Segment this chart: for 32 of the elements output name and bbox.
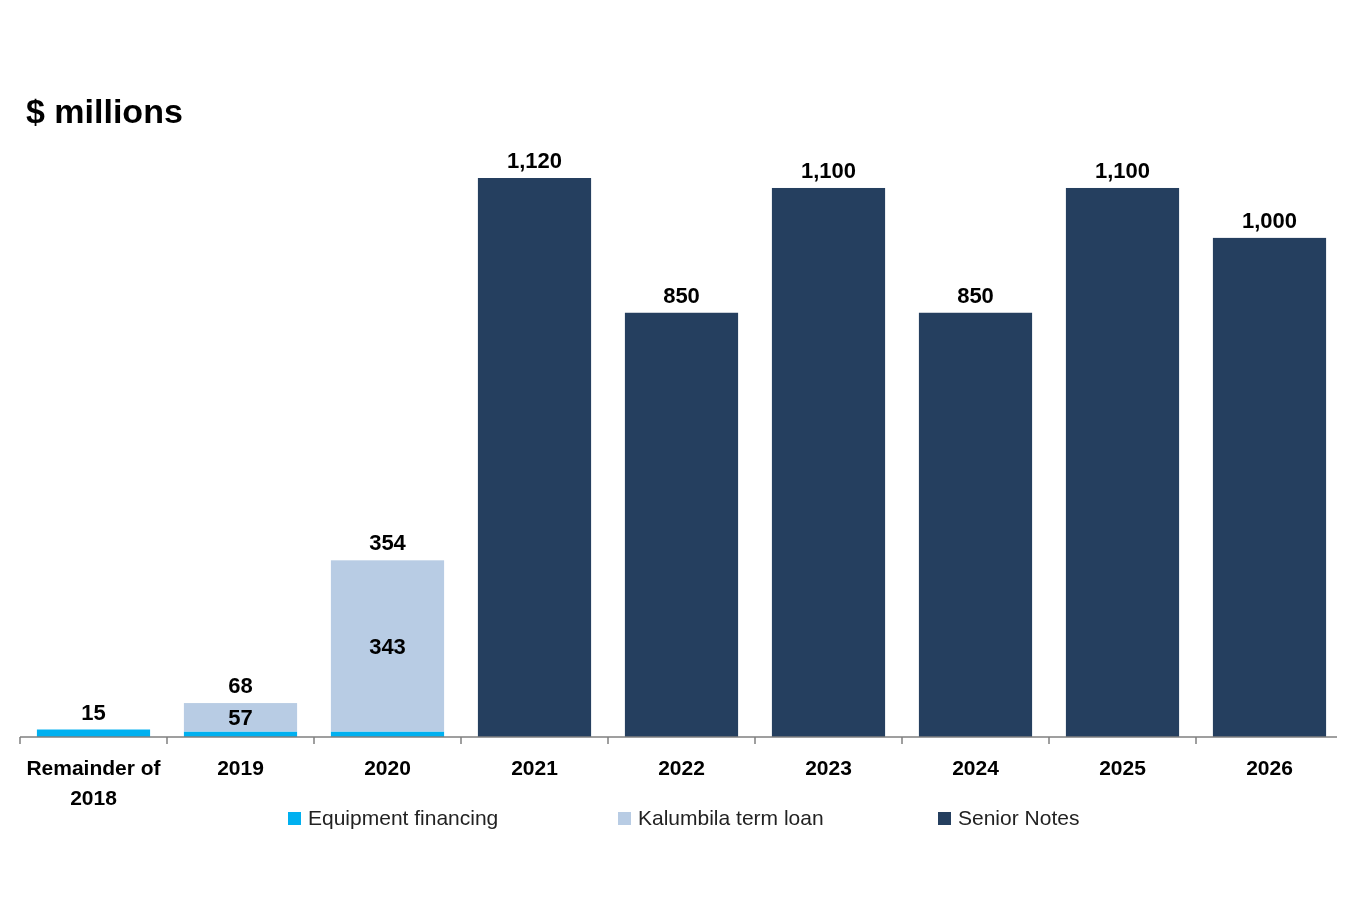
total-label: 1,000 xyxy=(1241,207,1298,233)
total-label: 850 xyxy=(957,282,994,308)
bar xyxy=(1212,237,1327,737)
total-label: 354 xyxy=(369,530,407,556)
x-tick-label: 2025 xyxy=(1099,756,1147,779)
bar xyxy=(918,312,1033,737)
bar xyxy=(771,187,886,737)
total-label: 1,120 xyxy=(506,148,563,173)
total-label: 1,100 xyxy=(1094,157,1151,183)
total-label: 1,100 xyxy=(800,157,857,183)
x-tick-label: Remainder of 2018 xyxy=(26,756,162,809)
x-tick-label: 2020 xyxy=(364,756,411,779)
x-tick-label: 2026 xyxy=(1246,756,1293,779)
total-label: 850 xyxy=(663,282,700,308)
total-label: 68 xyxy=(228,673,253,699)
x-tick-label: 2021 xyxy=(511,756,559,779)
x-tick-label: 2023 xyxy=(805,756,852,779)
x-tick-label: 2022 xyxy=(658,756,705,779)
x-tick-label: 2019 xyxy=(217,756,264,779)
x-tick-label: 2024 xyxy=(952,756,1000,779)
legend-label: Senior Notes xyxy=(958,806,1080,829)
data-label: 57 xyxy=(228,705,253,731)
legend-label: Equipment financing xyxy=(308,806,499,829)
chart-title: $ millions xyxy=(26,92,183,130)
legend-label: Kalumbila term loan xyxy=(638,806,824,829)
bar xyxy=(1065,187,1180,737)
bar xyxy=(183,703,298,732)
data-label: 343 xyxy=(369,633,406,659)
bar xyxy=(330,560,445,732)
total-label: 15 xyxy=(81,699,106,725)
bar xyxy=(477,178,592,737)
bar xyxy=(624,312,739,737)
